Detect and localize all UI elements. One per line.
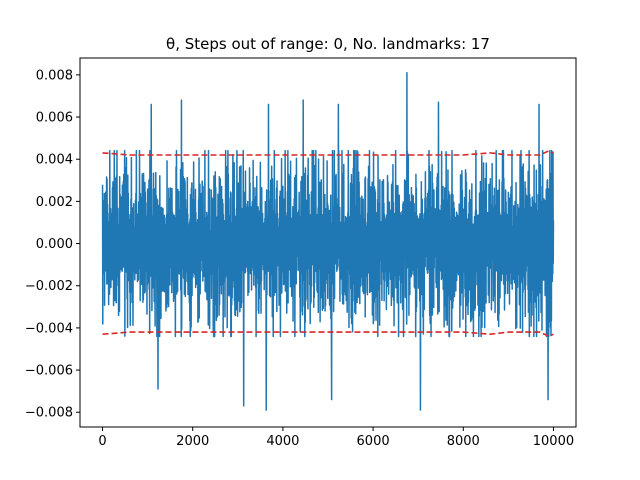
y-tick-label: −0.002: [25, 279, 73, 294]
y-tick-label: 0.000: [36, 237, 73, 252]
y-axis: −0.008 −0.006 −0.004 −0.002 0.000 0.002 0.004 0…: [25, 68, 80, 421]
x-tick-label: 4000: [266, 434, 299, 449]
x-tick-label: 6000: [357, 434, 390, 449]
y-tick-label: −0.004: [25, 321, 73, 336]
y-tick-label: −0.006: [25, 364, 73, 379]
x-tick-label: 2000: [176, 434, 209, 449]
y-tick-label: −0.008: [25, 406, 73, 421]
signal-series: [101, 72, 555, 411]
upper-bound-line: [102, 149, 554, 156]
x-tick-label: 10000: [533, 434, 574, 449]
lower-bound-line: [102, 331, 554, 338]
x-tick-label: 0: [98, 434, 106, 449]
y-tick-label: 0.004: [36, 153, 73, 168]
x-tick-label: 8000: [447, 434, 480, 449]
chart-title: θ, Steps out of range: 0, No. landmarks:…: [166, 35, 490, 53]
signal-line: [101, 72, 555, 411]
y-tick-label: 0.006: [36, 111, 73, 126]
bound-series: [102, 149, 554, 338]
y-tick-label: 0.002: [36, 195, 73, 210]
y-tick-label: 0.008: [36, 68, 73, 83]
x-axis: 0 2000 4000 6000 8000 10000: [98, 427, 574, 449]
plot-frame: [79, 57, 577, 428]
